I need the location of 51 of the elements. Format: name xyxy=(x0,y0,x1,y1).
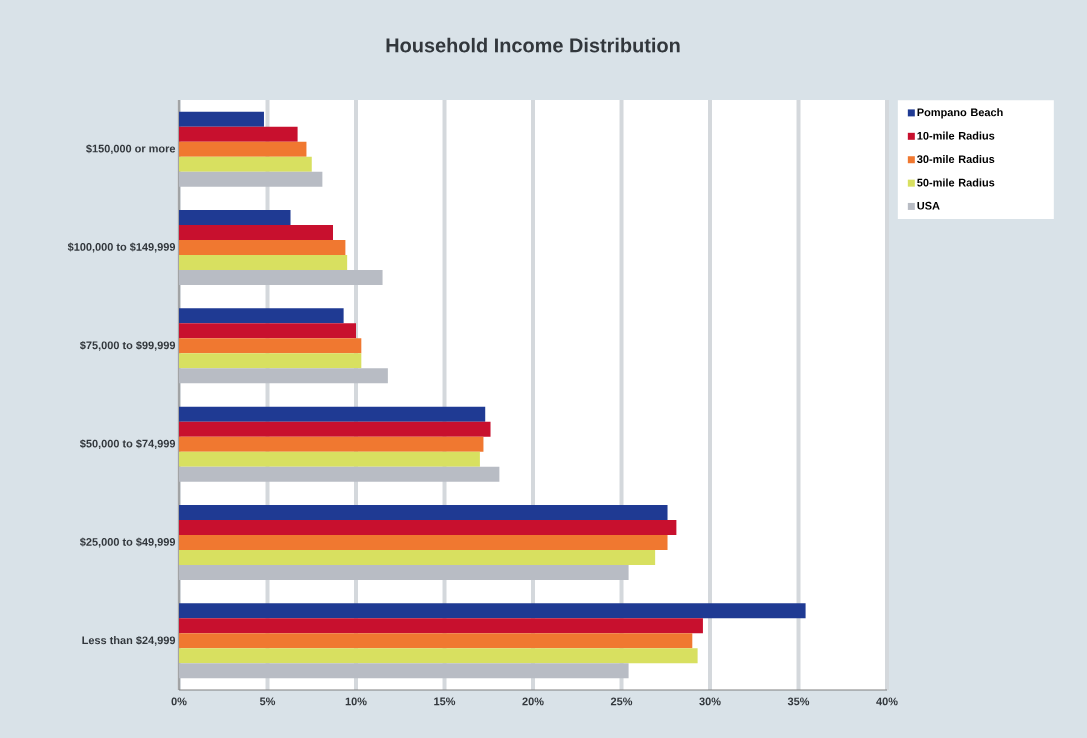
bar xyxy=(179,504,668,520)
x-tick-label: 15% xyxy=(434,697,456,706)
y-tick-label: $150,000 or more xyxy=(86,144,176,155)
bar xyxy=(179,224,333,240)
legend-label: 10-mile Radius xyxy=(917,131,995,140)
bar xyxy=(179,308,344,324)
y-tick-label: $75,000 to $99,999 xyxy=(79,340,176,351)
bar xyxy=(179,126,298,142)
bar xyxy=(179,171,323,187)
bar xyxy=(179,633,693,649)
y-tick-label: $50,000 to $74,999 xyxy=(79,439,176,450)
y-tick-label: $25,000 to $49,999 xyxy=(79,537,176,548)
bar xyxy=(179,534,668,550)
bar xyxy=(179,663,629,679)
bar xyxy=(179,141,307,157)
x-tick-label: 20% xyxy=(522,697,544,706)
bar xyxy=(179,549,656,565)
legend-label: 30-mile Radius xyxy=(917,155,995,164)
bar xyxy=(179,368,388,384)
legend-label: 50-mile Radius xyxy=(917,178,995,187)
x-tick-label: 10% xyxy=(345,697,367,706)
chart-title: Household Income Distribution xyxy=(386,37,680,53)
bar xyxy=(179,519,677,535)
x-tick-label: 40% xyxy=(876,697,898,706)
bar xyxy=(179,323,357,339)
bar xyxy=(179,466,500,482)
bar xyxy=(179,239,346,255)
bar xyxy=(179,436,484,452)
x-tick-label: 30% xyxy=(699,697,721,706)
bar xyxy=(179,156,312,172)
bar xyxy=(179,406,486,422)
x-tick-label: 35% xyxy=(787,697,810,706)
bar xyxy=(179,254,348,270)
bar xyxy=(179,338,362,354)
bar xyxy=(179,269,383,285)
y-tick-label: $100,000 to $149,999 xyxy=(67,242,176,253)
bar xyxy=(179,209,291,225)
bar xyxy=(179,111,264,127)
x-tick-label: 5% xyxy=(259,697,276,706)
bar xyxy=(179,648,698,664)
bar xyxy=(179,353,362,369)
x-tick-label: 25% xyxy=(610,697,633,706)
legend-label: USA xyxy=(917,201,940,210)
bar xyxy=(179,564,629,580)
bar xyxy=(179,618,703,634)
y-tick-label: Less than $24,999 xyxy=(82,635,176,646)
bar xyxy=(179,603,806,619)
bar xyxy=(179,421,491,437)
x-tick-label: 0% xyxy=(171,697,187,706)
bar xyxy=(179,451,480,467)
legend-label: Pompano Beach xyxy=(917,108,1003,119)
